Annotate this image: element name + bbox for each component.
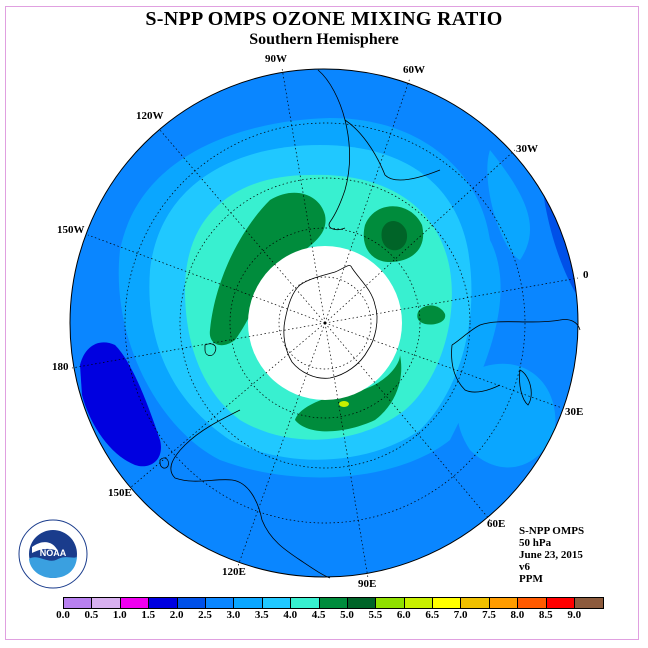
lon-label-150e: 150E <box>108 487 132 499</box>
ozone-field <box>70 69 578 577</box>
legend-tick-label: 4.5 <box>311 609 326 621</box>
legend-swatch <box>575 598 604 608</box>
legend-swatch <box>433 598 462 608</box>
field-4.5-5.0 <box>381 221 408 251</box>
legend-tick-label: 0.0 <box>56 609 70 621</box>
legend-swatch <box>347 598 377 608</box>
legend-swatch <box>92 598 121 608</box>
legend-tick-label: 6.5 <box>425 609 440 621</box>
latitude-lines <box>124 122 526 524</box>
info-line-instrument: S-NPP OMPS <box>519 525 585 537</box>
meridian-lines <box>71 67 579 579</box>
legend-swatch <box>205 598 235 608</box>
legend-tick-label: 3.0 <box>226 609 241 621</box>
info-line-version: v6 <box>519 561 530 573</box>
field-4.0-4.5 <box>209 192 326 346</box>
info-line-pressure: 50 hPa <box>519 537 552 549</box>
legend-tick-label: 4.0 <box>283 609 298 621</box>
legend-tick-label: 0.5 <box>84 609 99 621</box>
legend-swatch <box>64 598 93 608</box>
legend-swatch <box>546 598 576 608</box>
legend-tick-label: 2.5 <box>198 609 212 621</box>
legend-swatch <box>518 598 547 608</box>
legend-swatch <box>149 598 178 608</box>
legend-ticks: 0.0 0.5 1.0 1.5 2.0 2.5 3.0 3.5 4.0 4.5 5.0 5.5 6.0 6… <box>53 609 601 623</box>
lon-label-150w: 150W <box>57 224 85 236</box>
page-title: S-NPP OMPS OZONE MIXING RATIO <box>145 8 503 30</box>
info-line-date: June 23, 2015 <box>519 549 583 561</box>
lon-label-90e: 90E <box>358 578 376 590</box>
legend-swatch <box>120 598 150 608</box>
legend-tick-label: 1.5 <box>141 609 156 621</box>
legend-tick-label: 5.5 <box>368 609 383 621</box>
lon-label-60e: 60E <box>487 518 505 530</box>
coastlines <box>159 69 581 579</box>
legend-tick-label: 8.5 <box>538 609 553 621</box>
lon-label-30w: 30W <box>516 143 538 155</box>
noaa-logo: NOAA <box>18 519 88 589</box>
lon-label-120w: 120W <box>136 110 164 122</box>
field-5.0-5.5 <box>339 401 349 407</box>
legend-tick-label: 5.0 <box>340 609 354 621</box>
legend-swatch <box>461 598 490 608</box>
lon-label-180: 180 <box>52 361 69 373</box>
field-1.5-2.0 <box>80 342 161 467</box>
legend-tick-label: 1.0 <box>112 609 127 621</box>
plot-frame <box>5 6 639 640</box>
lon-label-30e: 30E <box>565 406 583 418</box>
legend-tick-label: 6.0 <box>396 609 411 621</box>
map-boundary <box>69 68 579 578</box>
lon-label-0: 0 <box>583 269 589 281</box>
legend-swatch <box>319 598 348 608</box>
legend-tick-label: 7.0 <box>453 609 468 621</box>
legend-tick-label: 9.0 <box>567 609 582 621</box>
lon-label-120e: 120E <box>222 566 246 578</box>
legend-tick-label: 7.5 <box>482 609 496 621</box>
legend-swatch <box>291 598 320 608</box>
legend-swatch <box>404 598 434 608</box>
page-subtitle: Southern Hemisphere <box>249 31 399 48</box>
legend-tick-label: 8.0 <box>510 609 525 621</box>
color-legend <box>63 597 605 609</box>
lon-label-90w: 90W <box>265 53 287 65</box>
south-pole-marker <box>323 321 327 325</box>
legend-swatch <box>262 598 292 608</box>
lon-label-60w: 60W <box>403 64 425 76</box>
product-info: S-NPP OMPS 50 hPa June 23, 2015 v6 PPM <box>519 525 584 585</box>
legend-swatch <box>489 598 519 608</box>
noaa-logo-text: NOAA <box>40 548 67 558</box>
legend-swatch <box>234 598 263 608</box>
legend-swatch <box>177 598 206 608</box>
legend-swatch <box>376 598 405 608</box>
legend-tick-label: 3.5 <box>254 609 269 621</box>
info-line-units: PPM <box>519 573 543 585</box>
legend-tick-label: 2.0 <box>169 609 184 621</box>
